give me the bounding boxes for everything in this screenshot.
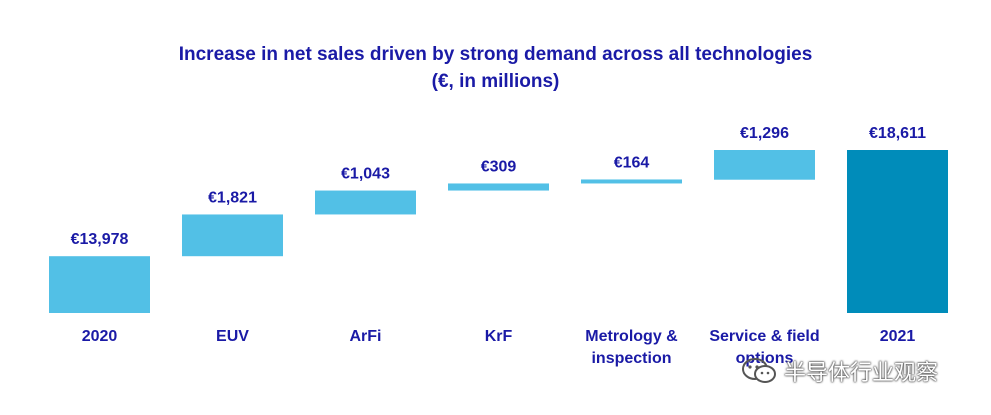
value-label-1: €1,821 xyxy=(208,189,257,206)
category-label-2: ArFi xyxy=(349,328,382,345)
wechat-icon xyxy=(742,358,776,383)
category-label-6: 2021 xyxy=(879,328,916,345)
category-label-4: Metrology & inspection xyxy=(585,328,678,367)
value-label-6: €18,611 xyxy=(869,125,926,142)
category-label-1: EUV xyxy=(216,328,249,345)
bar-1 xyxy=(182,214,283,257)
bar-6 xyxy=(847,150,948,313)
value-label-2: €1,043 xyxy=(341,166,390,183)
chart-title: Increase in net sales driven by strong d… xyxy=(178,44,813,65)
bar-2 xyxy=(315,190,416,215)
value-label-3: €309 xyxy=(481,158,517,175)
value-label-0: €13,978 xyxy=(71,231,129,248)
category-label-5: Service & field options xyxy=(709,328,820,367)
category-label-3: KrF xyxy=(484,328,513,345)
chart-subtitle: (€, in millions) xyxy=(431,71,560,92)
category-label-0: 2020 xyxy=(81,328,118,345)
watermark: 半导体行业观察 xyxy=(740,355,938,387)
value-label-4: €164 xyxy=(614,154,650,171)
bar-3 xyxy=(448,183,549,191)
watermark-text: 半导体行业观察 xyxy=(784,361,939,386)
bar-4 xyxy=(581,179,682,184)
bar-0 xyxy=(49,256,150,313)
value-label-5: €1,296 xyxy=(740,125,789,142)
bar-5 xyxy=(714,150,815,180)
